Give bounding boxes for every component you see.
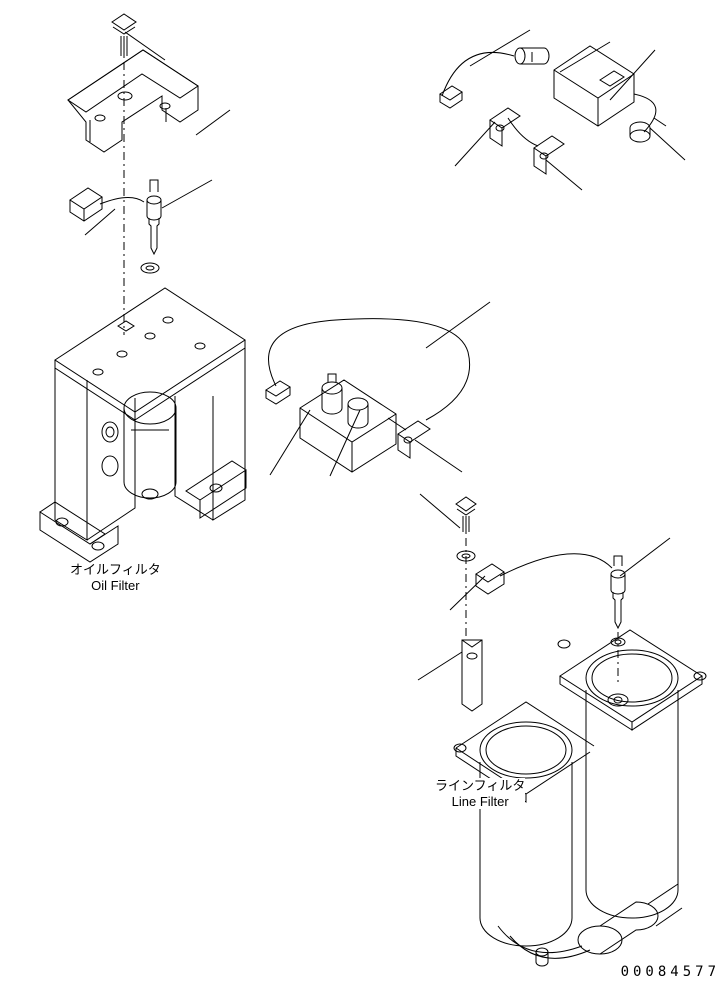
washer-left (141, 263, 159, 273)
label-oil-filter-jp: オイルフィルタ (70, 562, 161, 577)
cable-clip-left (70, 188, 102, 221)
label-oil-filter: オイルフィルタ Oil Filter (70, 562, 161, 593)
sensor-probe-left (147, 180, 161, 254)
sensor-probe-right (611, 556, 625, 628)
bolt-right (456, 497, 476, 534)
label-line-filter: ラインフィルタ Line Filter (435, 778, 525, 809)
cable-clip-right (476, 564, 504, 594)
oil-filter-assembly (40, 288, 246, 562)
label-line-filter-en: Line Filter (452, 794, 509, 809)
bolt-top-left (112, 14, 136, 58)
angle-bracket-small (68, 50, 198, 152)
technical-diagram (0, 0, 726, 986)
label-line-filter-jp: ラインフィルタ (435, 778, 525, 793)
part-number: 00084577 (621, 964, 720, 980)
connector-cluster-top (440, 46, 666, 174)
leader-lines (85, 30, 685, 680)
solenoid-block-middle (266, 319, 470, 472)
label-oil-filter-en: Oil Filter (91, 578, 139, 593)
